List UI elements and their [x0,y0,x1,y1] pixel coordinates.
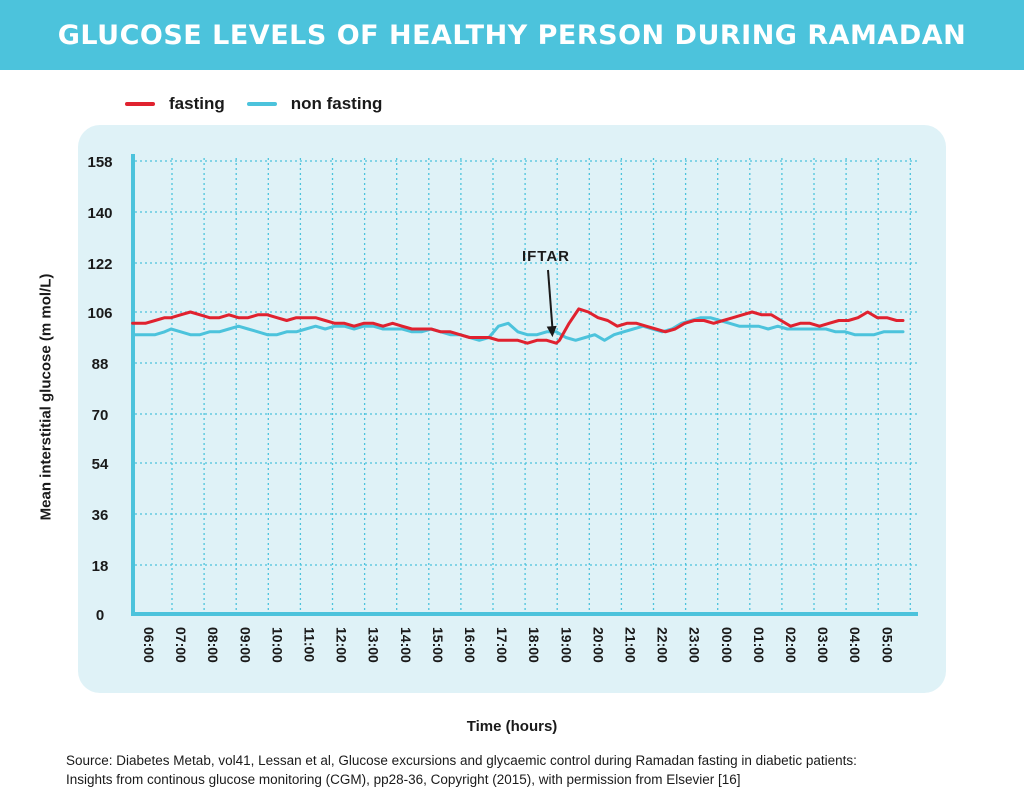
x-tick-label: 19:00 [558,627,574,663]
iftar-arrow-shaft [547,269,554,330]
y-tick-label: 0 [96,607,104,624]
x-tick-label: 03:00 [815,627,831,663]
iftar-arrow-head [546,325,557,338]
source-line-2: Insights from continous glucose monitori… [66,772,741,787]
axes [131,154,918,616]
series-lines [131,307,905,345]
legend: fasting non fasting [125,92,404,116]
legend-label-non-fasting: non fasting [290,94,383,113]
x-tick-label: 10:00 [269,627,285,663]
tick-labels: 0 18 36 54 70 88 106 122 140 158 06:00 07:00 08:00 09… [87,154,895,663]
x-tick-label: 21:00 [623,627,639,663]
y-tick-label: 70 [92,407,109,424]
y-tick-label: 158 [87,154,112,171]
y-tick-label: 54 [92,456,109,473]
legend-label-fasting: fasting [169,94,225,113]
legend-item-fasting: fasting [125,94,225,114]
x-tick-label: 07:00 [173,627,189,663]
x-tick-label: 01:00 [751,627,767,663]
x-tick-label: 14:00 [398,627,414,663]
x-tick-label: 15:00 [430,627,446,663]
source-note: Source: Diabetes Metab, vol41, Lessan et… [66,751,966,789]
x-tick-label: 09:00 [237,627,253,663]
y-tick-label: 122 [87,256,112,273]
y-tick-label: 88 [92,356,109,373]
x-tick-label: 18:00 [526,627,542,663]
x-tick-label: 05:00 [879,627,895,663]
annotations: IFTAR [522,248,570,338]
legend-swatch-fasting [125,102,155,106]
x-tick-label: 23:00 [687,627,703,663]
grid [135,158,918,614]
source-line-1: Source: Diabetes Metab, vol41, Lessan et… [66,753,857,768]
y-tick-label: 18 [92,558,109,575]
x-tick-label: 06:00 [141,627,157,663]
x-tick-label: 00:00 [719,627,735,663]
y-tick-label: 36 [92,507,109,524]
x-tick-label: 17:00 [494,627,510,663]
title-banner: GLUCOSE LEVELS OF HEALTHY PERSON DURING … [0,0,1024,70]
x-tick-label: 11:00 [302,627,318,662]
y-axis-title: Mean interstitial glucose (m mol/L) [37,273,55,521]
x-tick-label: 02:00 [783,627,799,663]
x-tick-label: 12:00 [334,627,350,663]
legend-item-non-fasting: non fasting [246,94,383,114]
series-line-non-fasting [131,316,905,342]
y-tick-label: 106 [87,305,112,322]
x-tick-label: 04:00 [847,627,863,663]
x-tick-label: 20:00 [590,627,606,663]
y-tick-label: 140 [87,205,112,222]
x-tick-label: 16:00 [462,627,478,663]
chart-title: GLUCOSE LEVELS OF HEALTHY PERSON DURING … [57,19,967,51]
series-line-fasting [131,307,905,345]
iftar-label: IFTAR [522,248,570,265]
x-tick-label: 13:00 [366,627,382,663]
x-tick-label: 22:00 [655,627,671,663]
x-tick-label: 08:00 [205,627,221,663]
plot-panel [78,125,946,693]
legend-swatch-non-fasting [246,102,277,106]
x-axis-title: Time (hours) [466,718,558,735]
